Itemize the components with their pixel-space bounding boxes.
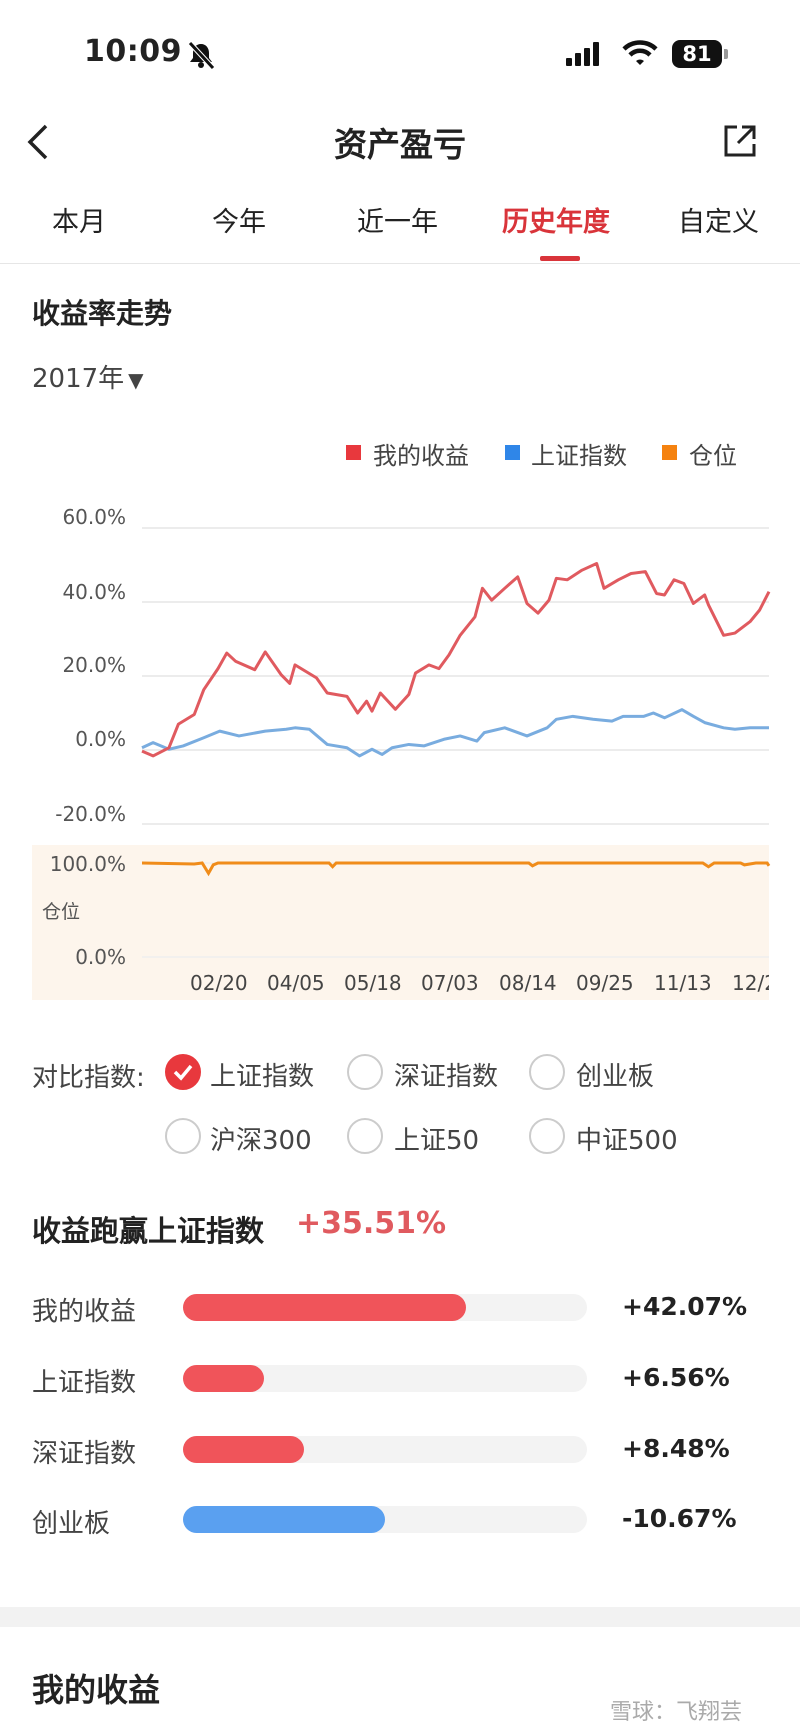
back-button[interactable] [24, 122, 52, 162]
year-dropdown[interactable]: 2017年 ▼ [32, 358, 144, 395]
x-tick-label: 12/2 [732, 971, 769, 995]
section-separator [0, 1607, 800, 1627]
compare-option-label[interactable]: 上证指数 [210, 1062, 315, 1092]
compare-checkbox[interactable] [165, 1118, 201, 1154]
x-tick-label: 07/03 [421, 971, 479, 995]
compare-checkbox[interactable] [347, 1118, 383, 1154]
battery-tip [724, 49, 728, 59]
bell-slash-icon [188, 41, 215, 70]
battery-icon: 81 [672, 40, 722, 68]
battery-level: 81 [682, 42, 712, 66]
position-panel-bg [32, 845, 769, 1000]
status-time: 10:09 [84, 34, 182, 69]
bar-fill [183, 1365, 264, 1392]
legend-position: 仓位 [689, 442, 737, 470]
compare-checkbox[interactable] [529, 1054, 565, 1090]
y-tick-label: -20.0% [55, 802, 126, 826]
position-y-tick-label: 100.0% [49, 852, 126, 876]
compare-option-label[interactable]: 沪深300 [210, 1126, 312, 1156]
bar-track [183, 1294, 587, 1321]
bar-track [183, 1365, 587, 1392]
compare-checkbox[interactable] [529, 1118, 565, 1154]
year-value: 2017年 [32, 364, 125, 394]
y-tick-label: 40.0% [62, 580, 126, 604]
x-tick-label: 04/05 [267, 971, 325, 995]
bar-fill [183, 1436, 305, 1463]
legend-swatch-position [662, 445, 677, 460]
bar-track [183, 1506, 587, 1533]
x-axis: 02/20 04/05 05/18 07/03 08/14 09/25 11/1… [0, 960, 769, 1000]
compare-label: 对比指数: [32, 1063, 145, 1093]
legend-swatch-my-return [346, 445, 361, 460]
compare-option-label[interactable]: 上证50 [394, 1126, 480, 1156]
y-tick-label: 60.0% [62, 505, 126, 529]
tab-this-year[interactable]: 今年 [212, 207, 266, 238]
series-line-shanghai [141, 708, 769, 758]
bar-value: +42.07% [622, 1292, 748, 1321]
watermark: 雪球：飞翔芸 [610, 1700, 743, 1725]
position-axis-label: 仓位 [42, 901, 81, 923]
compare-checkbox[interactable] [347, 1054, 383, 1090]
bar-value: +6.56% [622, 1363, 730, 1392]
tab-this-month[interactable]: 本月 [52, 207, 106, 238]
y-tick-label: 0.0% [75, 727, 126, 751]
caret-down-icon: ▼ [128, 368, 144, 392]
x-tick-label: 09/25 [576, 971, 634, 995]
return-trend-chart [32, 527, 771, 1000]
tab-last-year[interactable]: 近一年 [357, 207, 438, 238]
section-title: 收益率走势 [32, 297, 173, 330]
x-tick-label: 08/14 [499, 971, 557, 995]
bar-value: +8.48% [622, 1434, 730, 1463]
compare-checkbox[interactable] [165, 1054, 201, 1090]
legend-shanghai: 上证指数 [531, 442, 627, 470]
bar-label: 深证指数 [32, 1439, 137, 1469]
check-icon [173, 1064, 193, 1081]
bar-label: 我的收益 [32, 1297, 137, 1327]
compare-option-label[interactable]: 深证指数 [394, 1062, 499, 1092]
active-tab-indicator [540, 256, 580, 261]
page-title: 资产盈亏 [334, 125, 466, 164]
x-tick-label: 11/13 [654, 971, 712, 995]
compare-option-label[interactable]: 中证500 [576, 1126, 678, 1156]
beat-value: +35.51% [296, 1206, 447, 1241]
bar-value: -10.67% [622, 1504, 737, 1533]
compare-option-label[interactable]: 创业板 [576, 1062, 655, 1092]
series-line-position [141, 861, 771, 877]
share-button[interactable] [722, 123, 758, 159]
series-line-my-return [141, 562, 771, 758]
bar-label: 创业板 [32, 1509, 111, 1539]
tab-custom[interactable]: 自定义 [678, 207, 759, 238]
beat-title: 收益跑赢上证指数 [32, 1214, 265, 1248]
bar-label: 上证指数 [32, 1368, 137, 1398]
signal-icon [566, 42, 599, 66]
x-tick-label: 05/18 [344, 971, 402, 995]
legend-swatch-shanghai [505, 445, 520, 460]
divider [0, 263, 800, 264]
y-tick-label: 20.0% [62, 653, 126, 677]
tab-history-year[interactable]: 历史年度 [502, 207, 610, 238]
position-y-tick-label: 0.0% [75, 945, 126, 969]
legend-my-return: 我的收益 [373, 442, 469, 470]
x-tick-label: 02/20 [190, 971, 248, 995]
bar-fill [183, 1506, 385, 1533]
wifi-icon [622, 40, 658, 65]
my-return-title: 我的收益 [32, 1671, 161, 1709]
bar-fill [183, 1294, 466, 1321]
bar-track [183, 1436, 587, 1463]
